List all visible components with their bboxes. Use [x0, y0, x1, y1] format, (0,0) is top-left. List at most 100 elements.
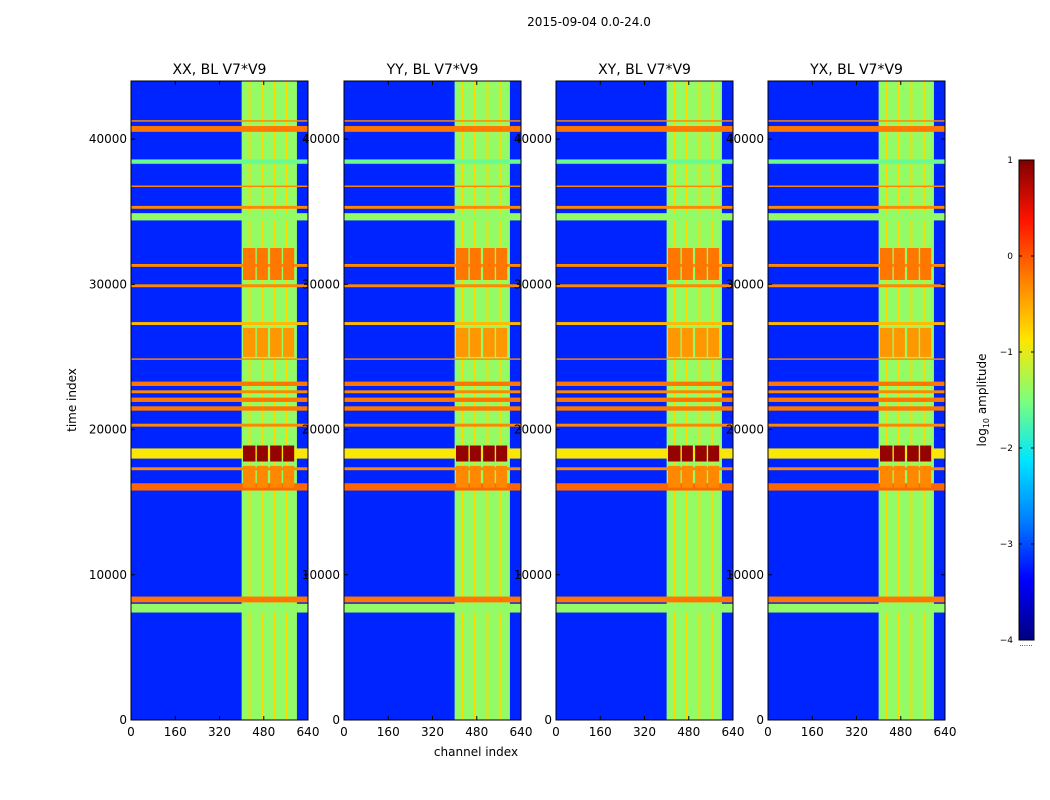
heatmap-time-band	[131, 358, 308, 360]
x-tick-label: 160	[164, 725, 187, 739]
x-axis-label: channel index	[434, 745, 518, 759]
heatmap-block	[880, 327, 893, 357]
heatmap-time-band	[768, 358, 945, 360]
heatmap-time-band	[768, 596, 945, 603]
heatmap-time-band	[131, 263, 308, 267]
heatmap-block	[243, 327, 256, 357]
heatmap-time-band	[768, 159, 945, 164]
heatmap-block	[270, 327, 282, 357]
heatmap-block	[283, 248, 295, 280]
y-tick-label: 40000	[302, 132, 340, 146]
x-tick-label: 640	[510, 725, 533, 739]
colorbar-dots: ······	[1019, 642, 1032, 650]
heatmap-block	[256, 327, 268, 357]
colorbar-tick-label: −3	[1000, 540, 1013, 550]
heatmap-block	[270, 445, 282, 462]
panel-title: XY, BL V7*V9	[598, 62, 691, 78]
colorbar-label-main: log	[975, 428, 989, 446]
heatmap-time-band	[768, 397, 945, 402]
heatmap-block	[695, 445, 707, 462]
heatmap-block	[496, 465, 508, 488]
heatmap-time-band	[344, 483, 521, 491]
heatmap-block	[708, 445, 720, 462]
x-tick-label: 480	[252, 725, 275, 739]
heatmap-block	[483, 248, 495, 280]
y-tick-label: 0	[756, 713, 764, 727]
heatmap-time-band	[131, 406, 308, 411]
heatmap-block	[483, 445, 495, 462]
heatmap-block	[668, 327, 681, 357]
heatmap-time-band	[556, 406, 733, 411]
heatmap-time-band	[556, 397, 733, 402]
heatmap-time-band	[768, 126, 945, 132]
heatmap-time-band	[344, 159, 521, 164]
heatmap-block	[483, 327, 495, 357]
heatmap-time-band	[344, 284, 521, 288]
heatmap-block	[920, 445, 932, 462]
heatmap-block	[496, 327, 508, 357]
heatmap-block	[668, 445, 681, 462]
heatmap-block	[920, 465, 932, 488]
heatmap-block	[893, 248, 905, 280]
heatmap-time-band	[344, 185, 521, 188]
x-tick-label: 0	[127, 725, 135, 739]
heatmap-block	[681, 327, 693, 357]
heatmap-block	[283, 327, 295, 357]
colorbar-tick-label: 1	[1007, 156, 1013, 166]
heatmap-time-band	[344, 213, 521, 221]
colorbar-ticks: 1 0 −1 −2 −3 −4	[1000, 156, 1034, 646]
heatmap-block	[907, 465, 919, 488]
colorbar-tick-label: −2	[1000, 444, 1013, 454]
x-tick-label: 160	[801, 725, 824, 739]
panels: XX, BL V7*V9 0 160 320 480 640 0 10000 20000 3000…	[89, 62, 957, 739]
colorbar-gradient	[1018, 159, 1035, 641]
heatmap-time-band	[556, 205, 733, 209]
heatmap-block	[907, 327, 919, 357]
heatmap-time-band	[131, 423, 308, 427]
x-tick-label: 0	[340, 725, 348, 739]
heatmap-time-band	[556, 120, 733, 122]
heatmap-block	[668, 465, 681, 488]
panel-xy: XY, BL V7*V9 0 160 320 480 640 0 10000 20000 3000…	[514, 62, 745, 739]
heatmap-time-band	[556, 483, 733, 491]
heatmap-time-band	[768, 322, 945, 325]
x-tick-label: 320	[421, 725, 444, 739]
heatmap-time-band	[768, 381, 945, 386]
heatmap-block	[256, 445, 268, 462]
heatmap-block	[283, 445, 295, 462]
heatmap-block	[880, 248, 893, 280]
colorbar-tick-label: −4	[1000, 636, 1014, 646]
y-tick-label: 40000	[514, 132, 552, 146]
heatmap-time-band	[344, 358, 521, 360]
heatmap-time-band	[344, 406, 521, 411]
heatmap-time-band	[344, 467, 521, 471]
heatmap-block	[496, 445, 508, 462]
heatmap-time-band	[556, 284, 733, 288]
heatmap-block	[469, 445, 481, 462]
heatmap-block	[469, 248, 481, 280]
heatmap-block	[270, 248, 282, 280]
panel-xx: XX, BL V7*V9 0 160 320 480 640 0 10000 20000 3000…	[89, 62, 320, 739]
heatmap-time-band	[556, 448, 733, 459]
figure-suptitle: 2015-09-04 0.0-24.0	[527, 15, 651, 29]
y-tick-label: 0	[119, 713, 127, 727]
colorbar-tick-label: −1	[1000, 348, 1013, 358]
heatmap-block	[708, 327, 720, 357]
y-tick-label: 20000	[89, 423, 127, 437]
colorbar-label: log10 amplitude	[975, 354, 991, 447]
heatmap-time-band	[131, 381, 308, 386]
y-tick-label: 40000	[89, 132, 127, 146]
heatmap-time-band	[344, 448, 521, 459]
panel-title: XX, BL V7*V9	[173, 62, 267, 78]
heatmap-block	[456, 327, 469, 357]
heatmap-block	[243, 465, 256, 488]
x-tick-label: 480	[677, 725, 700, 739]
y-tick-label: 20000	[302, 423, 340, 437]
y-tick-label: 10000	[514, 568, 552, 582]
y-tick-label: 10000	[89, 568, 127, 582]
heatmap-time-band	[556, 603, 733, 613]
heatmap-block	[893, 445, 905, 462]
heatmap-block	[920, 327, 932, 357]
colorbar-label-sub: 10	[982, 418, 991, 428]
